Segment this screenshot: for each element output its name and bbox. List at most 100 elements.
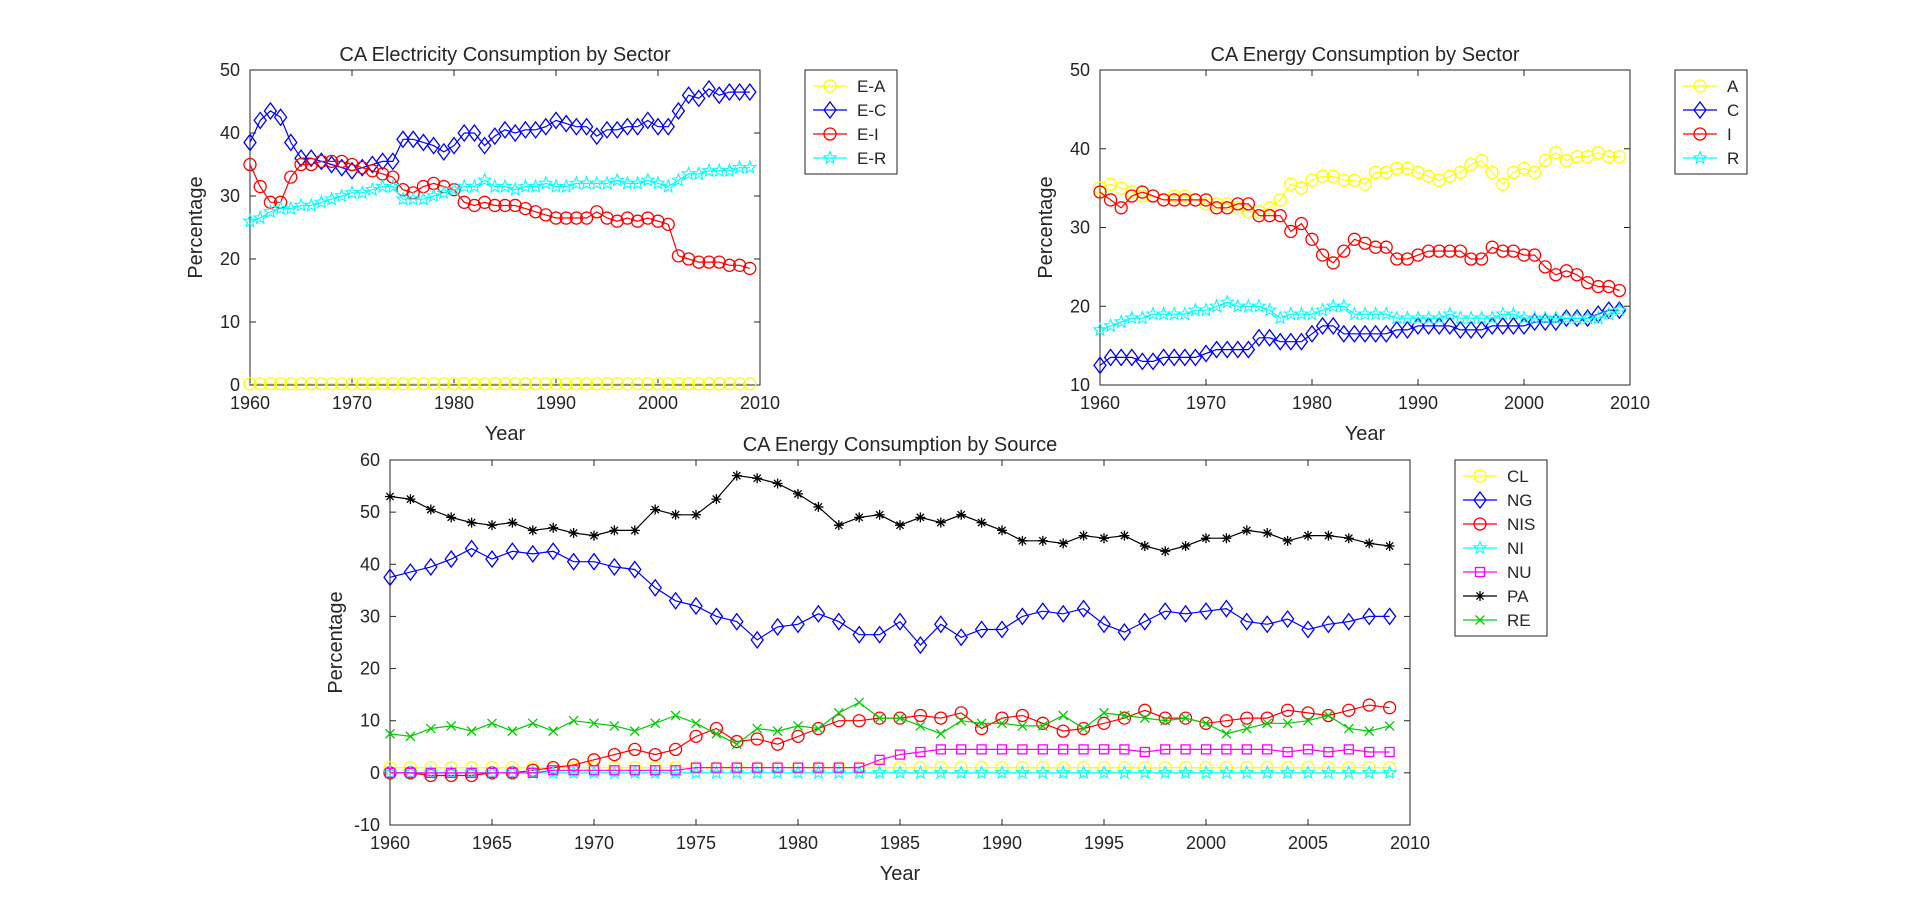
data-point (651, 214, 665, 228)
data-point (253, 111, 268, 130)
data-point (871, 764, 888, 780)
data-point (1336, 324, 1351, 343)
y-tick-label: 40 (1070, 139, 1090, 159)
data-point (518, 377, 533, 391)
data-point (498, 377, 512, 391)
x-tick-label: 2010 (1390, 833, 1430, 853)
data-point (405, 767, 416, 779)
x-tick-label: 2000 (1504, 393, 1544, 413)
data-point (1382, 607, 1397, 626)
data-point (1240, 711, 1254, 725)
data-point (933, 615, 948, 634)
data-point (1384, 541, 1395, 552)
data-point (648, 578, 663, 597)
data-point (995, 620, 1009, 639)
data-point (1506, 316, 1521, 336)
data-point (651, 377, 665, 391)
data-point (1078, 744, 1089, 755)
data-point (507, 181, 523, 197)
data-point (1098, 744, 1110, 755)
data-point (731, 470, 742, 481)
data-point (424, 768, 438, 783)
data-point (690, 762, 702, 773)
data-point (1158, 711, 1172, 725)
data-point (1124, 348, 1139, 367)
data-point (1431, 310, 1447, 325)
series-i (1093, 185, 1627, 298)
data-point (1368, 324, 1383, 343)
data-point (1199, 760, 1213, 775)
data-point (1283, 332, 1298, 351)
data-point (1443, 244, 1457, 258)
data-point (1382, 760, 1397, 775)
data-point (525, 544, 540, 563)
data-point (721, 162, 738, 178)
y-tick-label: -10 (354, 815, 380, 835)
data-point (702, 377, 716, 391)
data-point (709, 607, 724, 626)
data-point (628, 742, 642, 757)
data-point (1496, 177, 1510, 191)
data-point (1209, 340, 1224, 359)
data-point (1117, 760, 1132, 775)
data-point (609, 765, 620, 776)
data-point (383, 760, 397, 775)
data-point (628, 760, 642, 775)
data-point (772, 478, 783, 489)
data-point (1157, 764, 1173, 780)
data-point (579, 211, 594, 225)
data-point (1099, 707, 1109, 718)
data-point (1139, 541, 1150, 552)
data-point (1538, 153, 1552, 168)
y-tick-label: 60 (360, 450, 380, 470)
data-point (466, 767, 477, 779)
x-tick-label: 2010 (740, 393, 780, 413)
data-point (772, 726, 783, 737)
data-point (1135, 352, 1150, 371)
data-point (466, 726, 477, 737)
legend-item-re: RE (1463, 611, 1531, 630)
data-point (283, 133, 298, 152)
x-tick-label: 1985 (880, 833, 920, 853)
data-point (375, 377, 390, 391)
plot-area (249, 69, 761, 386)
legend-marker (1474, 566, 1486, 578)
data-point (702, 79, 716, 98)
data-point (1221, 744, 1232, 755)
data-point (671, 249, 686, 263)
data-point (528, 205, 543, 219)
data-point (1280, 703, 1295, 717)
data-point (915, 512, 926, 523)
data-point (1188, 348, 1203, 367)
data-point (610, 377, 624, 391)
data-point (568, 715, 579, 726)
data-point (355, 377, 369, 391)
legend-label: NIS (1507, 515, 1535, 534)
data-point (772, 762, 783, 773)
y-tick-label: 20 (360, 659, 380, 679)
series-nu (384, 744, 1395, 779)
data-point (486, 767, 498, 779)
data-point (1119, 710, 1130, 721)
legend-label: CL (1507, 467, 1529, 486)
data-point (507, 767, 518, 779)
x-tick-label: 1970 (332, 393, 372, 413)
legend-label: A (1727, 77, 1739, 96)
data-point (1262, 201, 1277, 215)
data-point (569, 211, 584, 225)
data-point (1138, 703, 1152, 717)
data-point (243, 133, 257, 152)
data-point (375, 152, 390, 171)
x-tick-label: 2005 (1288, 833, 1328, 853)
data-point (600, 120, 614, 139)
data-point (1158, 602, 1173, 621)
data-point (832, 714, 846, 728)
data-point (1116, 764, 1133, 780)
y-tick-label: 10 (360, 711, 380, 731)
data-point (518, 201, 533, 216)
data-point (1474, 252, 1489, 266)
data-point (874, 754, 885, 765)
x-tick-label: 1960 (1080, 393, 1120, 413)
data-point (976, 718, 987, 729)
